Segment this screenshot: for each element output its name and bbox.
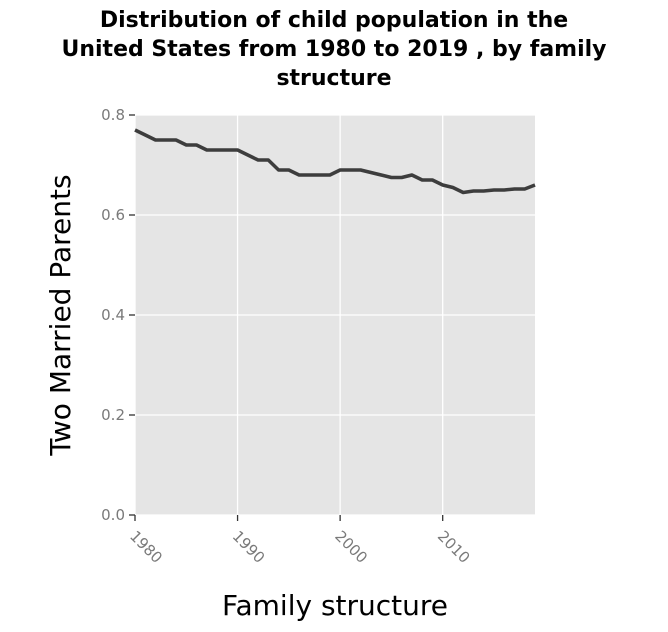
x-axis-title: Family structure bbox=[222, 589, 448, 622]
y-tick-label: 0.0 bbox=[101, 506, 125, 524]
series-line-two-married-parents bbox=[134, 128, 536, 195]
y-axis-title: Two Married Parents bbox=[44, 174, 77, 456]
y-tick-label: 0.4 bbox=[101, 306, 125, 324]
y-tick-label: 0.6 bbox=[101, 206, 125, 224]
y-tick-label: 0.2 bbox=[101, 406, 125, 424]
y-tick-label: 0.8 bbox=[101, 106, 125, 124]
x-tick-label: 2000 bbox=[331, 527, 371, 567]
x-tick-label: 1980 bbox=[126, 527, 166, 567]
x-tick-label: 2010 bbox=[434, 527, 474, 567]
chart-title: Distribution of child population in the … bbox=[61, 8, 607, 91]
x-tick-label: 1990 bbox=[229, 527, 269, 567]
